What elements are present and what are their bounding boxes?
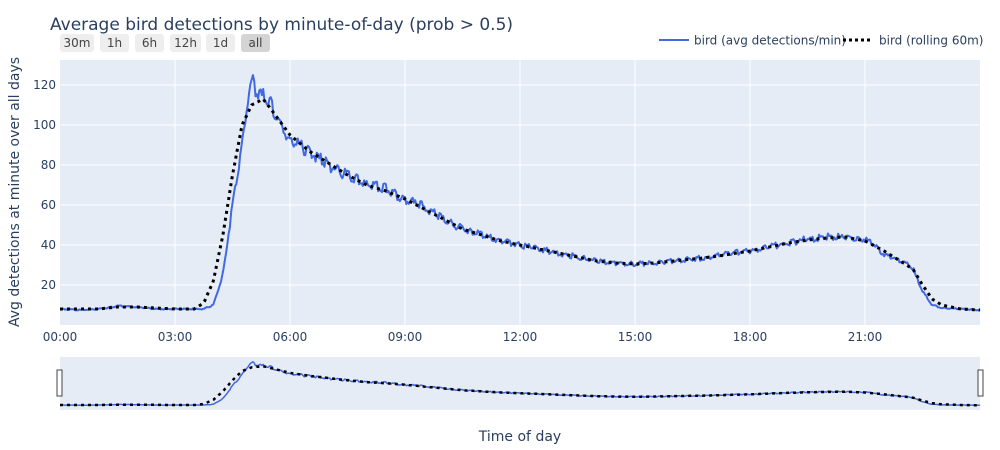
range-button-1d[interactable]: 1d bbox=[206, 34, 235, 52]
range-button-1h[interactable]: 1h bbox=[100, 34, 129, 52]
series-line-rolling bbox=[60, 97, 981, 312]
x-tick-label: 03:00 bbox=[158, 330, 193, 344]
range-button-30m[interactable]: 30m bbox=[60, 34, 94, 52]
x-tick-label: 09:00 bbox=[388, 330, 423, 344]
legend[interactable]: bird (avg detections/min) bird (rolling … bbox=[659, 34, 983, 48]
range-slider[interactable] bbox=[60, 357, 980, 410]
range-slider-line-avg bbox=[60, 361, 981, 407]
x-tick-label: 15:00 bbox=[618, 330, 653, 344]
y-axis-title: Avg detections at minute over all days bbox=[7, 57, 23, 327]
range-slider-line-rolling bbox=[60, 364, 980, 407]
x-tick-label: 06:00 bbox=[273, 330, 308, 344]
y-tick-label: 20 bbox=[41, 278, 56, 292]
x-tick-label: 12:00 bbox=[503, 330, 538, 344]
x-tick-label: 21:00 bbox=[848, 330, 883, 344]
legend-label-avg[interactable]: bird (avg detections/min) bbox=[694, 34, 846, 48]
y-tick-label: 40 bbox=[41, 238, 56, 252]
y-tick-label: 120 bbox=[33, 78, 56, 92]
chart-title: Average bird detections by minute-of-day… bbox=[50, 15, 513, 35]
y-tick-label: 60 bbox=[41, 198, 56, 212]
range-slider-handle-left[interactable] bbox=[56, 369, 63, 397]
range-slider-handle-right[interactable] bbox=[977, 369, 984, 397]
legend-label-rolling[interactable]: bird (rolling 60m) bbox=[879, 34, 983, 48]
y-tick-label: 80 bbox=[41, 158, 56, 172]
x-tick-label: 00:00 bbox=[43, 330, 78, 344]
x-axis-title: Time of day bbox=[478, 429, 561, 445]
range-button-all[interactable]: all bbox=[241, 34, 270, 52]
x-tick-label: 18:00 bbox=[733, 330, 768, 344]
range-button-6h[interactable]: 6h bbox=[135, 34, 164, 52]
range-button-12h[interactable]: 12h bbox=[170, 34, 201, 52]
y-tick-label: 100 bbox=[33, 118, 56, 132]
